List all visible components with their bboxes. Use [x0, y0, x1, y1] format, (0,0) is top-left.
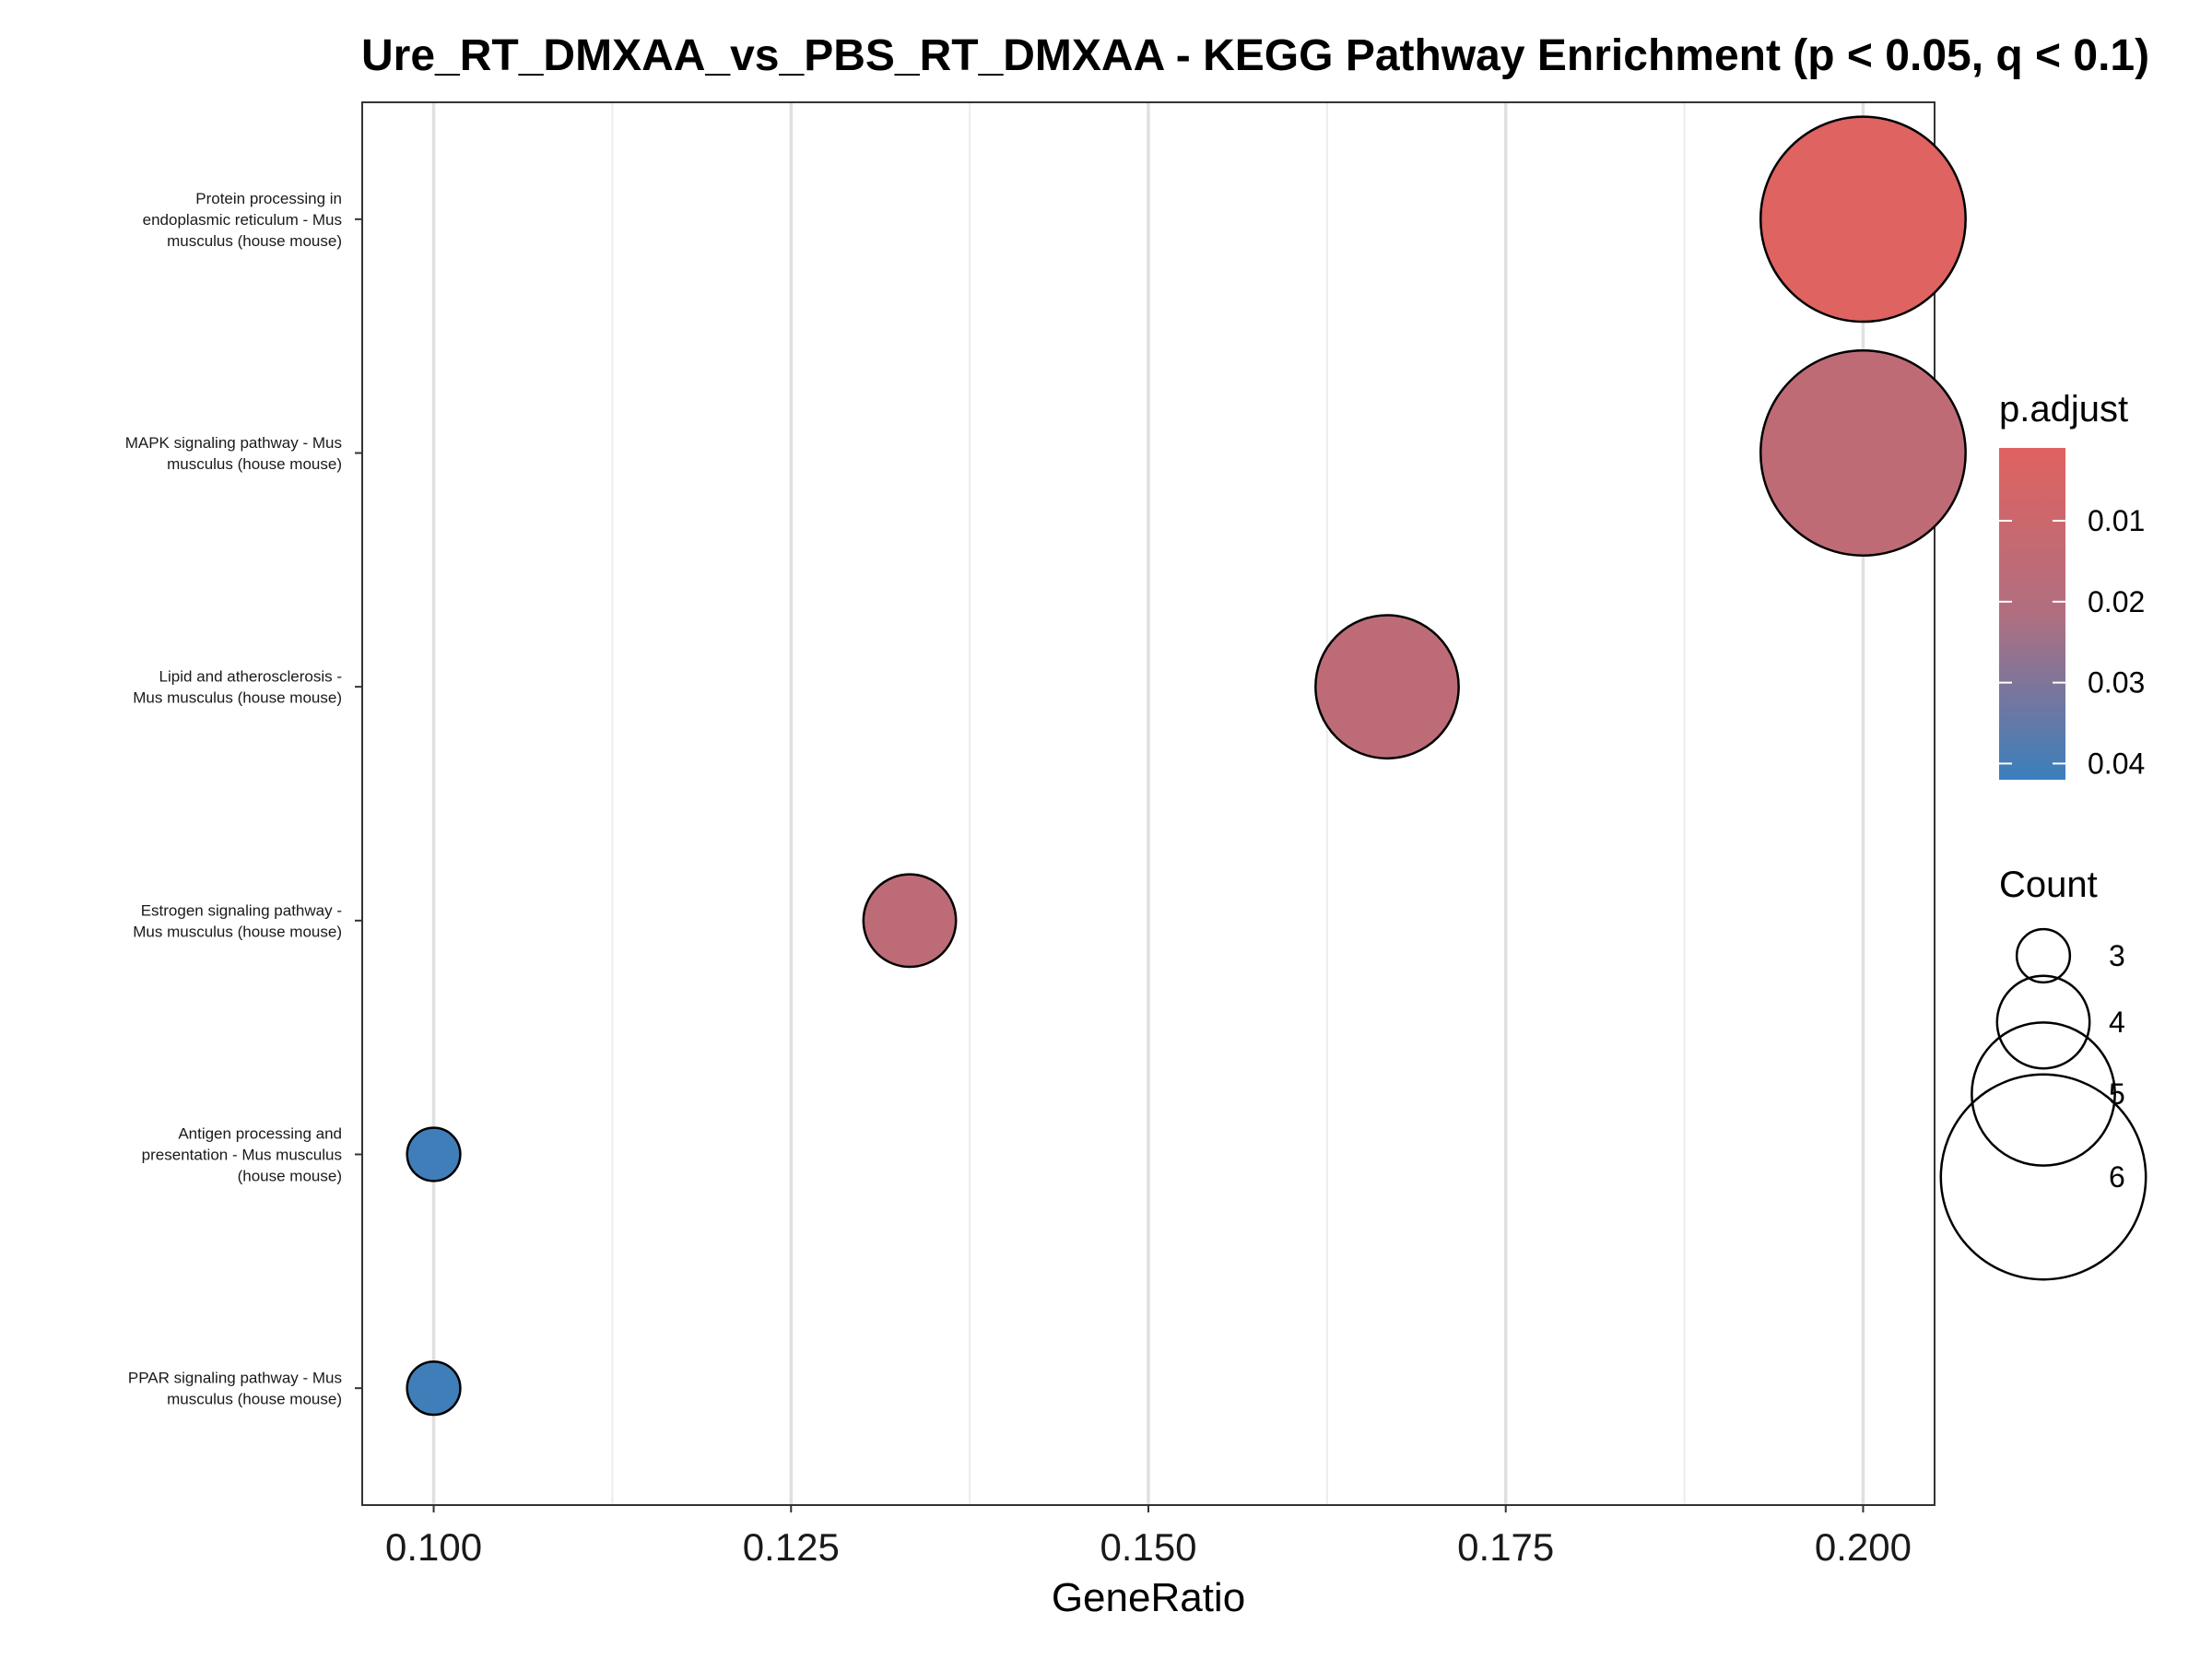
y-axis: Protein processing in endoplasmic reticul…: [125, 190, 362, 1408]
x-tick-label: 0.150: [1100, 1525, 1196, 1569]
colorbar-tick-label: 0.01: [2088, 504, 2145, 537]
y-tick-label: Lipid and atherosclerosis -: [159, 668, 342, 686]
data-points: [406, 115, 1967, 1417]
y-tick-label: musculus (house mouse): [167, 455, 342, 473]
size-legend-label: 6: [2109, 1160, 2125, 1194]
size-legend-circle: [2015, 927, 2072, 984]
data-point: [406, 1126, 462, 1182]
data-point: [1759, 349, 1967, 557]
y-tick-label: Mus musculus (house mouse): [133, 923, 342, 940]
y-tick-label: PPAR signaling pathway - Mus: [128, 1370, 342, 1387]
y-tick-label: Mus musculus (house mouse): [133, 689, 342, 707]
y-tick-label: musculus (house mouse): [167, 1391, 342, 1408]
count-legend-title: Count: [1999, 865, 2098, 905]
grid: [431, 102, 1865, 1505]
size-legend-circle: [1939, 1073, 2147, 1281]
y-tick-label: musculus (house mouse): [167, 232, 342, 250]
x-tick-label: 0.175: [1457, 1525, 1554, 1569]
colorbar-tick-label: 0.02: [2088, 585, 2145, 618]
data-point: [1759, 115, 1967, 324]
size-legend-label: 4: [2109, 1006, 2125, 1039]
size-legend-circle: [1995, 974, 2091, 1070]
p-adjust-legend-title: p.adjust: [1999, 389, 2128, 429]
y-tick-label: endoplasmic reticulum - Mus: [143, 211, 342, 229]
chart-title: Ure_RT_DMXAA_vs_PBS_RT_DMXAA - KEGG Path…: [361, 31, 2149, 80]
colorbar-tick-label: 0.04: [2088, 747, 2145, 780]
data-point: [1314, 614, 1460, 760]
x-tick-label: 0.125: [743, 1525, 840, 1569]
data-point: [406, 1360, 462, 1417]
y-tick-label: Estrogen signaling pathway -: [141, 901, 342, 919]
colorbar-tick-label: 0.03: [2088, 666, 2145, 700]
size-legend-label: 3: [2109, 939, 2125, 972]
x-tick-label: 0.200: [1815, 1525, 1912, 1569]
y-tick-label: MAPK signaling pathway - Mus: [125, 434, 342, 452]
y-tick-label: Protein processing in: [195, 190, 342, 207]
y-tick-label: Antigen processing and: [178, 1125, 342, 1143]
x-tick-label: 0.100: [385, 1525, 482, 1569]
size-legend-circle: [1971, 1021, 2116, 1167]
p-adjust-legend: p.adjust 0.01 0.02 0.03 0.04: [1999, 389, 2145, 780]
y-tick-label: (house mouse): [238, 1168, 342, 1185]
p-adjust-colorbar: [1999, 448, 2065, 780]
x-axis-title: GeneRatio: [1052, 1575, 1245, 1620]
y-tick-label: presentation - Mus musculus: [142, 1147, 342, 1164]
x-axis: 0.100 0.125 0.150 0.175 0.200: [385, 1505, 1912, 1569]
data-point: [862, 873, 958, 969]
